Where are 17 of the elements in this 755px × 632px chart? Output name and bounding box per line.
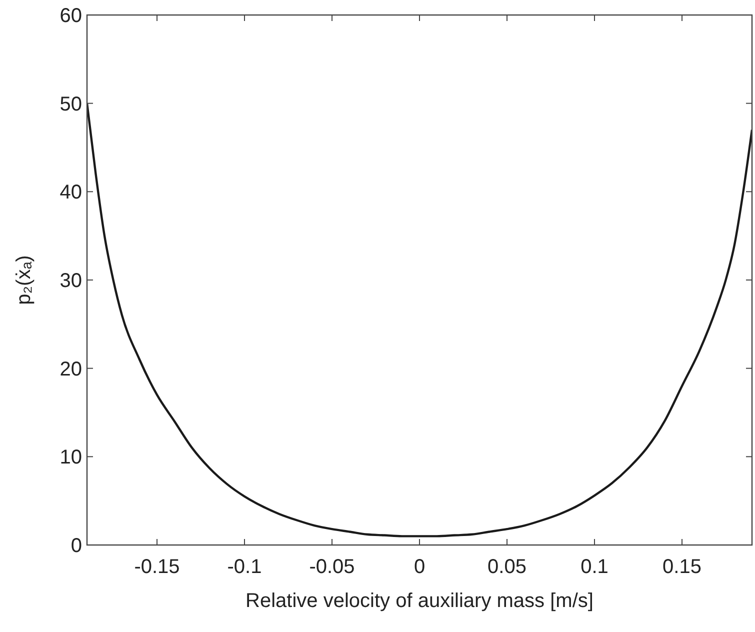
x-tick-label: 0 [414,556,426,578]
line-series [87,102,752,538]
y-tick-label: 60 [60,5,82,27]
y-tick-label: 40 [60,182,82,204]
x-tick-label: 0.05 [488,556,526,578]
y-tick-label: 0 [70,535,82,557]
x-tick-label: 0.1 [580,556,608,578]
x-tick-label: -0.1 [227,556,262,578]
x-tick-label: -0.05 [309,556,355,578]
x-tick-label: -0.15 [134,556,180,578]
y-axis-title: p₂(ẋₐ) [13,255,35,305]
x-tick-label: 0.15 [662,556,702,578]
y-tick-label: 10 [60,446,82,469]
y-tick-label: 20 [60,358,82,380]
y-tick-label: 30 [60,270,82,292]
x-axis-title: Relative velocity of auxiliary mass [m/s] [246,590,594,612]
y-tick-label: 50 [60,93,82,116]
